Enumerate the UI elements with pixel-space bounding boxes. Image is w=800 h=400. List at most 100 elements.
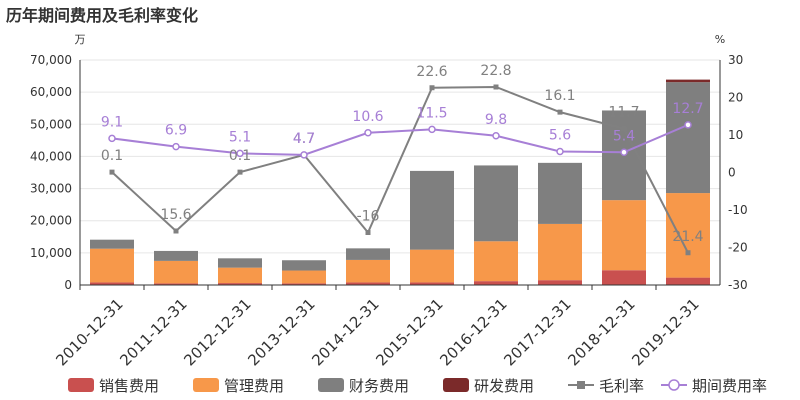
y-left-tick-label: 30,000 [30,182,72,196]
bar-segment [410,249,454,283]
line-marker [237,169,243,175]
line-path [111,85,689,254]
y-right-tick-label: -30 [728,278,748,292]
line-marker [236,149,244,158]
bar-segment [538,280,582,285]
legend-swatch [193,378,219,392]
bar-segment [474,241,518,282]
line-marker [109,169,115,175]
bar-segment [538,223,582,281]
y-right-tick-label: -10 [728,203,748,217]
x-category-label: 2017-12-31 [500,295,574,369]
line-marker [684,121,692,129]
bar-segment [90,248,134,283]
y-left-tick-label: 50,000 [30,117,72,131]
x-category-label: 2012-12-31 [180,295,254,369]
line-marker [108,134,116,143]
bar-segment [218,267,262,284]
y-right-unit: % [715,33,725,46]
data-label: 0.1 [229,148,251,164]
x-category-label: 2011-12-31 [116,295,190,369]
data-label: 15.6 [160,207,191,223]
data-label: 16.1 [544,88,575,104]
line-marker [428,125,436,134]
legend-label: 期间费用率 [692,377,767,395]
line-marker [621,126,627,132]
line-marker [685,250,691,256]
bar-segment [90,282,134,285]
data-label: 6.9 [165,123,187,139]
data-label: 21.4 [672,229,703,245]
y-left-tick-label: 60,000 [30,85,72,99]
line-series [108,84,692,256]
line-marker [493,84,499,90]
x-category-label: 2019-12-31 [628,295,702,369]
legend-label: 毛利率 [599,377,644,395]
legend-label: 管理费用 [224,377,284,395]
data-label: 22.6 [416,64,447,80]
data-label: 4.7 [293,131,315,147]
bar-stacks [90,79,710,285]
data-label: 12.7 [672,101,703,117]
bar-segment [346,259,390,283]
y-left-tick-label: 10,000 [30,246,72,260]
x-category-label: 2016-12-31 [436,295,510,369]
bar-segment [538,162,582,224]
legend-swatch [318,378,344,392]
bar-segment [218,283,262,285]
bar-segment [282,270,326,284]
data-label: 0.1 [101,148,123,164]
data-label: 22.8 [480,63,511,79]
x-category-label: 2010-12-31 [52,295,126,369]
legend-marker [577,381,585,389]
legend[interactable]: 销售费用 管理费用 财务费用 研发费用 毛利率 期间费用率 [68,377,767,395]
data-label: 11.7 [608,105,639,121]
bar-segment [282,260,326,271]
data-label: 11.5 [416,105,447,121]
y-right-tick-label: 0 [728,166,736,180]
bar-segment [474,165,518,242]
x-category-label: 2018-12-31 [564,295,638,369]
bar-segment [346,282,390,285]
x-category-label: 2014-12-31 [308,295,382,369]
bar-segment [154,260,198,284]
legend-swatch [68,378,94,392]
bar-segment [666,277,710,285]
y-left-unit: 万 [75,33,86,46]
bar-segment [602,270,646,285]
line-marker [365,230,371,235]
bar-segment [410,170,454,250]
y-left-tick-label: 20,000 [30,214,72,228]
data-label: 5.1 [229,129,251,145]
y-right-tick-label: 10 [728,128,743,142]
line-path [111,123,689,156]
bar-segment [410,282,454,285]
bar-segment [602,200,646,271]
legend-label: 研发费用 [474,377,534,395]
data-label: 5.4 [613,128,635,144]
x-category-label: 2013-12-31 [244,295,318,369]
x-category-label: 2015-12-31 [372,295,446,369]
data-labels: 0.1 15.6 0.1 4.7 -16 22.6 22.8 16.1 11.7 21.4 9.1 6… [101,63,704,245]
line-marker [556,147,564,156]
legend-swatch [443,378,469,392]
line-marker [492,132,500,140]
bar-segment [218,258,262,268]
y-left-tick-label: 0 [64,278,72,292]
line-marker [364,129,372,137]
legend-marker [668,379,680,391]
data-label: 4.7 [293,131,315,147]
bar-segment [666,79,710,83]
bar-segment [154,283,198,285]
y-left-tick-label: 70,000 [30,53,72,67]
data-label: 10.6 [352,109,383,125]
bar-segment [666,193,710,278]
bar-segment [154,250,198,261]
data-label: -16 [357,209,380,225]
line-marker [620,148,628,156]
y-right-tick-label: 30 [728,53,743,67]
line-marker [429,85,435,91]
bar-segment [474,281,518,285]
data-label: 5.6 [549,128,571,144]
